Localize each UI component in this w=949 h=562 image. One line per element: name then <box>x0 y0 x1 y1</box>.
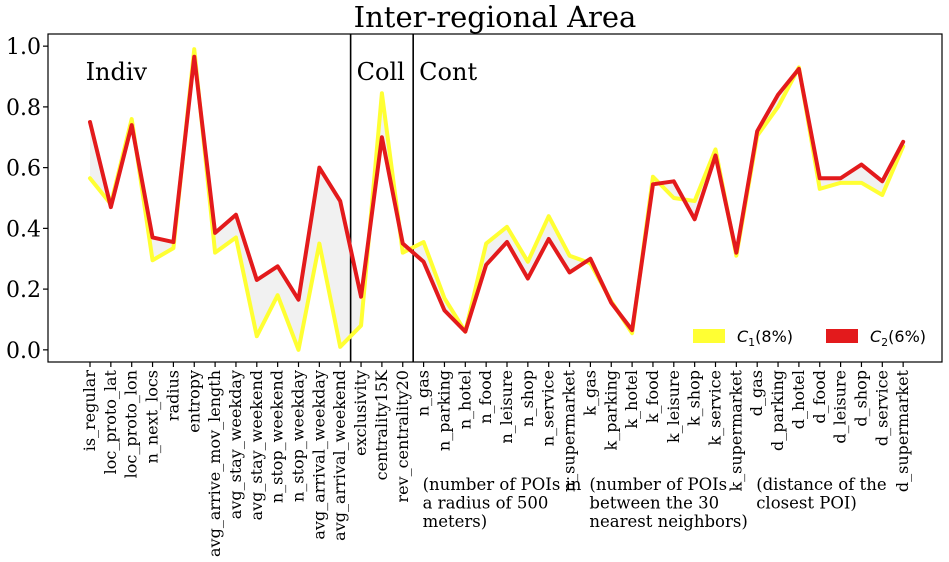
xtick-label: n_service <box>539 370 558 446</box>
xtick-label: radius <box>163 370 182 421</box>
xtick-label: avg_arrival_weekend <box>330 370 349 541</box>
xtick-label: k_supermarket <box>726 369 745 491</box>
xtick-label: d_food <box>810 370 829 424</box>
xtick-label: exclusivity <box>351 370 370 456</box>
section-label: Coll <box>357 58 405 86</box>
xtick-label: k_leisure <box>664 370 683 443</box>
xtick-label: n_supermarket <box>560 369 579 492</box>
xtick-label: n_stop_weekend <box>268 370 287 503</box>
ytick-label: 0.0 <box>6 339 41 364</box>
series-line-2 <box>88 54 906 334</box>
xtick-label: rev_centrality20 <box>393 370 412 503</box>
axis-annotation-line: between the 30 <box>589 494 719 513</box>
xtick-label: k_food <box>643 370 662 423</box>
xtick-label: n_hotel <box>455 370 474 429</box>
axis-annotation-line: closest POI) <box>756 494 857 513</box>
axis-annotation-line: (number of POIs <box>589 475 727 494</box>
ytick-label: 1.0 <box>6 35 41 60</box>
xtick-label: loc_proto_lon <box>122 370 141 478</box>
xtick-label: d_service <box>872 370 891 446</box>
xtick-label: d_hotel <box>789 370 808 429</box>
xtick-label: k_service <box>706 370 725 446</box>
plot-frame <box>47 33 943 363</box>
legend-swatch-1 <box>693 329 725 343</box>
xtick-label: avg_stay_weekday <box>226 370 245 519</box>
legend-label-1: C1(8%) <box>737 327 793 349</box>
xtick-label: k_hotel <box>622 370 641 429</box>
ytick-label: 0.2 <box>6 278 41 303</box>
ytick-label: 0.6 <box>6 157 41 182</box>
xtick-label: k_parking <box>601 370 620 450</box>
xtick-label: k_gas <box>580 370 599 416</box>
section-label: Cont <box>419 58 477 86</box>
axis-annotation-line: meters) <box>423 512 488 531</box>
ytick-label: 0.4 <box>6 217 41 242</box>
xtick-label: d_shop <box>851 370 870 427</box>
ytick-label: 0.8 <box>6 96 41 121</box>
series-line-1 <box>88 47 906 352</box>
xtick-label: n_leisure <box>497 370 516 444</box>
xtick-label: d_gas <box>747 370 766 416</box>
xtick-label: n_parking <box>434 370 453 451</box>
xtick-label: d_parking <box>768 370 787 451</box>
xtick-label: avg_arrive_mov_length <box>205 370 224 557</box>
xtick-label: is_regular <box>80 370 99 452</box>
xtick-label: k_shop <box>685 370 704 426</box>
legend-swatch-2 <box>826 329 858 343</box>
chart-title: Inter-regional Area <box>354 0 637 34</box>
xtick-label: entropy <box>184 370 203 433</box>
xtick-label: avg_arrival_weekday <box>309 370 328 540</box>
axis-annotation-line: a radius of 500 <box>423 494 549 513</box>
xtick-label: n_gas <box>414 370 433 416</box>
axis-annotation-line: (number of POIs in <box>423 475 582 494</box>
axis-annotation-line: nearest neighbors) <box>589 512 747 531</box>
xtick-label: n_stop_weekday <box>289 370 308 502</box>
xtick-label: loc_proto_lat <box>101 369 120 474</box>
axis-annotation-line: (distance of the <box>756 475 886 494</box>
legend-label-2: C2(6%) <box>870 327 926 349</box>
section-label: Indiv <box>86 58 148 86</box>
xtick-label: d_supermarket <box>893 369 912 492</box>
xtick-label: centrality15K <box>372 369 391 480</box>
xtick-label: n_shop <box>518 370 537 427</box>
xtick-label: avg_stay_weekend <box>247 370 266 520</box>
xtick-label: d_leisure <box>831 370 850 444</box>
xtick-label: n_food <box>476 370 495 424</box>
xtick-label: n_next_locs <box>143 370 162 463</box>
